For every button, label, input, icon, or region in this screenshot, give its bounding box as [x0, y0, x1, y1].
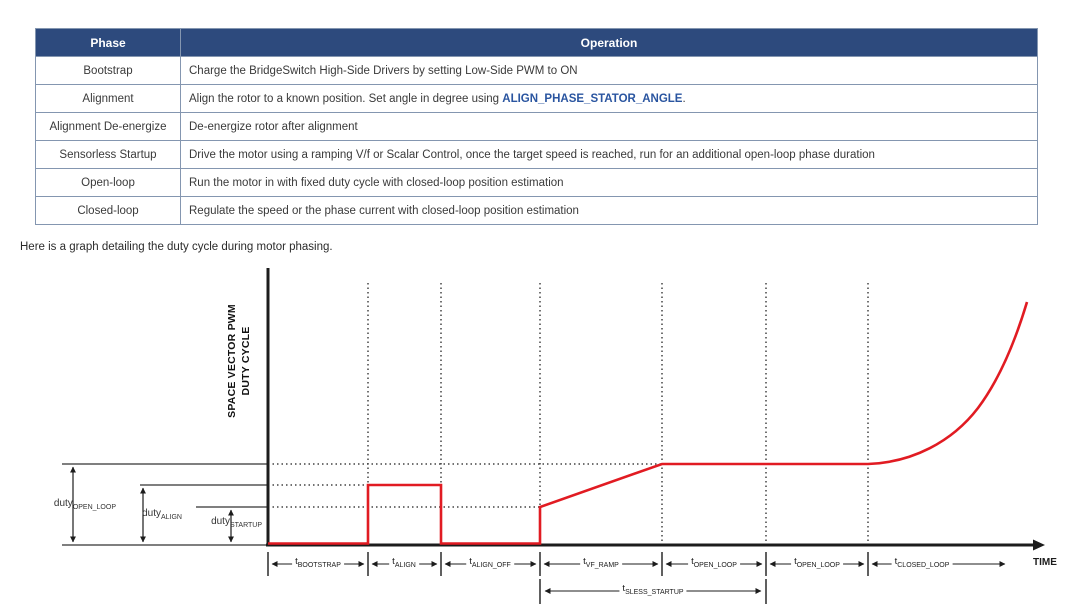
time-label-bootstrap: tBOOTSTRAP	[292, 556, 344, 569]
operation-cell: De-energize rotor after alignment	[180, 112, 1038, 141]
table-row: Bootstrap Charge the BridgeSwitch High-S…	[35, 56, 1038, 85]
operation-cell: Regulate the speed or the phase current …	[180, 196, 1038, 225]
table-row: Closed-loop Regulate the speed or the ph…	[35, 196, 1038, 225]
operation-cell: Align the rotor to a known position. Set…	[180, 84, 1038, 113]
operation-cell: Drive the motor using a ramping V/f or S…	[180, 140, 1038, 169]
phase-cell: Bootstrap	[35, 56, 181, 85]
phase-operation-table: Phase Operation Bootstrap Charge the Bri…	[35, 28, 1038, 225]
duty-measure-arrows	[70, 466, 234, 543]
x-axis-label: TIME	[1033, 557, 1057, 568]
time-label-vf-ramp: tVF_RAMP	[580, 556, 622, 569]
duty-startup-label: dutySTARTUP	[211, 516, 262, 529]
operation-text: Align the rotor to a known position. Set…	[189, 92, 503, 105]
y-axis-label-line1: SPACE VECTOR PWM	[226, 304, 238, 418]
time-label-closed-loop: tCLOSED_LOOP	[891, 556, 953, 569]
phase-cell: Closed-loop	[35, 196, 181, 225]
duty-reference-lines	[62, 463, 268, 546]
time-label-sless-startup: tSLESS_STARTUP	[619, 583, 687, 596]
table-row: Open-loop Run the motor in with fixed du…	[35, 168, 1038, 197]
operation-cell: Run the motor in with fixed duty cycle w…	[180, 168, 1038, 197]
dotted-phase-boundaries	[367, 283, 869, 545]
y-axis-label-line2: DUTY CYCLE	[239, 326, 252, 396]
time-label-open-loop-1: tOPEN_LOOP	[688, 556, 740, 569]
table-row: Alignment Align the rotor to a known pos…	[35, 84, 1038, 113]
duty-cycle-curve	[268, 301, 1029, 545]
axes	[266, 268, 1045, 551]
time-label-align: tALIGN	[389, 556, 419, 569]
duty-open-loop-label: dutyOPEN_LOOP	[53, 498, 116, 511]
time-label-align-off: tALIGN_OFF	[466, 556, 514, 569]
table-row: Sensorless Startup Drive the motor using…	[35, 140, 1038, 169]
phase-cell: Open-loop	[35, 168, 181, 197]
y-axis-label: SPACE VECTOR PWM DUTY CYCLE	[226, 278, 260, 444]
phase-cell: Sensorless Startup	[35, 140, 181, 169]
time-ticks	[267, 552, 869, 576]
operation-text: .	[682, 92, 686, 105]
phase-column-header: Phase	[35, 28, 181, 57]
operation-cell: Charge the BridgeSwitch High-Side Driver…	[180, 56, 1038, 85]
dotted-duty-lines	[268, 463, 662, 508]
time-label-open-loop-2: tOPEN_LOOP	[791, 556, 843, 569]
intro-paragraph: Here is a graph detailing the duty cycle…	[20, 241, 333, 253]
duty-align-label: dutyALIGN	[142, 508, 182, 521]
register-link[interactable]: ALIGN_PHASE_STATOR_ANGLE	[502, 92, 683, 105]
